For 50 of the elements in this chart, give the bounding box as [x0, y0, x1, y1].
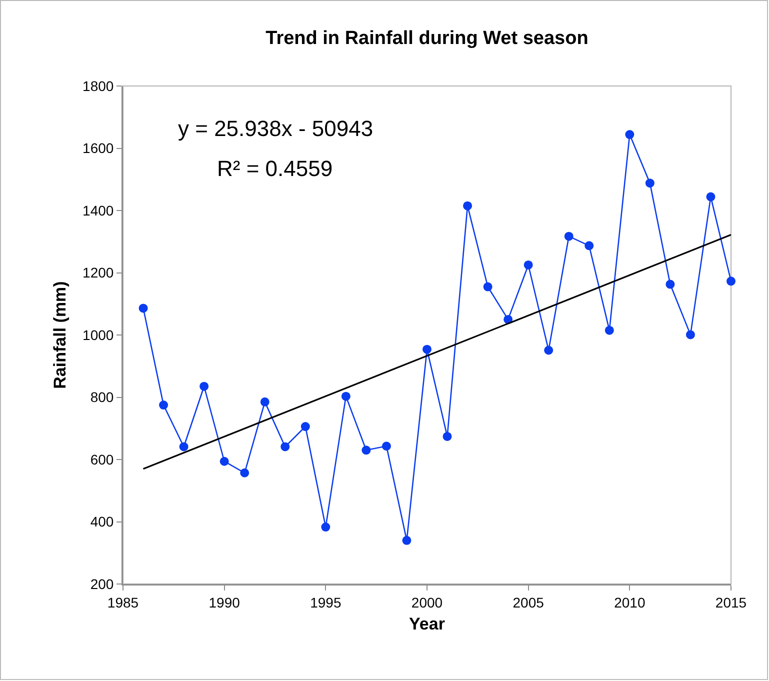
y-tick-label: 200	[90, 576, 114, 592]
annotation: R² = 0.4559	[217, 156, 333, 181]
point	[260, 397, 270, 406]
x-tick-label: 1990	[208, 594, 240, 610]
point	[159, 400, 168, 410]
annotation: y = 25.938x - 50943	[178, 116, 374, 141]
point	[362, 446, 371, 455]
x-tick-label: 2000	[411, 594, 443, 610]
x-tick-label: 2010	[614, 594, 646, 610]
point	[280, 442, 290, 452]
point	[544, 346, 554, 355]
x-tick-label: 2005	[512, 594, 544, 610]
point	[524, 260, 533, 270]
x-tick-label: 1985	[107, 594, 139, 610]
y-tick-label: 1200	[82, 264, 114, 281]
point	[645, 178, 654, 188]
point	[382, 442, 391, 451]
point	[686, 330, 695, 340]
point	[200, 382, 209, 391]
point	[483, 282, 492, 292]
point	[321, 522, 330, 532]
point	[604, 326, 614, 335]
point	[240, 468, 250, 478]
point	[422, 344, 432, 354]
point	[726, 276, 736, 286]
y-tick-label: 1000	[82, 326, 114, 343]
point	[138, 304, 148, 313]
point	[625, 130, 634, 140]
x-tick-label: 2015	[715, 594, 747, 610]
x-axis-title: Year	[409, 614, 446, 634]
y-tick-label: 600	[90, 451, 114, 468]
point	[179, 442, 188, 452]
y-tick-label: 1800	[82, 78, 114, 94]
point	[220, 456, 229, 466]
x-tick-label: 1995	[310, 594, 342, 610]
point	[402, 536, 412, 545]
chart-title: Trend in Rainfall during Wet season	[266, 28, 588, 50]
y-axis-title: Rainfall (mm)	[50, 281, 70, 389]
point	[300, 422, 310, 432]
point	[442, 432, 452, 441]
point	[564, 232, 574, 241]
y-tick-label: 800	[90, 389, 114, 406]
y-tick-label: 1600	[82, 140, 114, 156]
y-tick-label: 400	[90, 514, 114, 530]
point	[706, 192, 716, 202]
point	[584, 241, 594, 250]
point	[341, 392, 350, 401]
point	[666, 280, 675, 289]
point	[463, 201, 472, 210]
y-tick-label: 1400	[82, 202, 114, 218]
